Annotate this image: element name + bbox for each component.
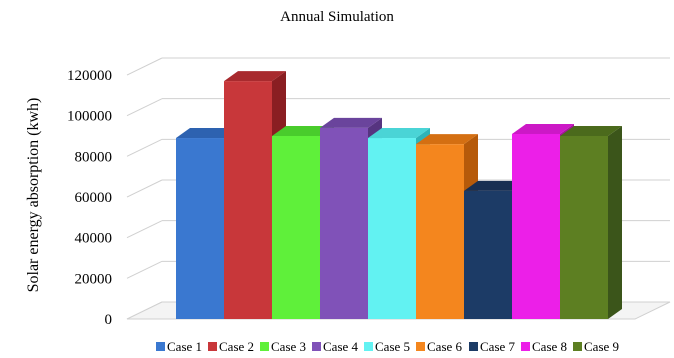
legend-label: Case 3 (271, 339, 306, 354)
legend-label: Case 7 (480, 339, 516, 354)
bar-top (176, 128, 238, 139)
bar-front (272, 136, 320, 319)
bar-top (320, 117, 382, 128)
y-tick-label: 120000 (67, 68, 112, 84)
y-tick-label: 20000 (75, 271, 113, 287)
y-axis-label: Solar energy absorption (kwh) (25, 98, 42, 293)
bar-top (512, 123, 574, 134)
bar-top (368, 128, 430, 139)
bars (176, 71, 622, 319)
legend-swatch (364, 342, 373, 351)
bar-side (608, 126, 622, 319)
legend-label: Case 6 (427, 339, 463, 354)
legend-label: Case 5 (375, 339, 410, 354)
bar-front (560, 136, 608, 319)
legend-item: Case 9 (573, 339, 619, 354)
y-tick-label: 100000 (67, 109, 112, 125)
legend-swatch (208, 342, 217, 351)
bar-front (368, 138, 416, 319)
legend-item: Case 7 (469, 339, 516, 354)
bar-front (416, 144, 464, 319)
bar-top (464, 180, 526, 191)
bar-top (560, 126, 622, 136)
bar (560, 126, 622, 319)
bar-front (464, 190, 512, 319)
y-tick-label: 0 (105, 312, 113, 328)
legend-swatch (416, 342, 425, 351)
legend-label: Case 9 (584, 339, 619, 354)
bar-front (512, 133, 560, 319)
legend-swatch (521, 342, 530, 351)
legend-label: Case 1 (167, 339, 202, 354)
legend-swatch (312, 342, 321, 351)
legend-item: Case 8 (521, 339, 567, 354)
legend-swatch (573, 342, 582, 351)
legend: Case 1 Case 2 Case 3 Case 4 Case 5 Case 6 Case… (156, 339, 619, 354)
chart-title: Annual Simulation (280, 9, 394, 25)
legend-item: Case 5 (364, 339, 410, 354)
legend-swatch (469, 342, 478, 351)
gridline-slant (126, 179, 163, 198)
bar-front (320, 127, 368, 319)
legend-swatch (156, 342, 165, 351)
gridline-slant (126, 57, 163, 76)
bar-top (416, 134, 478, 145)
legend-label: Case 2 (219, 339, 254, 354)
y-tick-label: 40000 (75, 231, 113, 247)
legend-item: Case 1 (156, 339, 202, 354)
y-tick-label: 80000 (75, 149, 113, 165)
bar-front (176, 138, 224, 319)
bar-top (272, 126, 334, 136)
legend-item: Case 4 (312, 339, 359, 354)
y-tick-label: 60000 (75, 190, 113, 206)
gridline-slant (126, 138, 163, 157)
legend-label: Case 8 (532, 339, 567, 354)
legend-item: Case 3 (260, 339, 306, 354)
bar-top (224, 71, 286, 82)
legend-item: Case 2 (208, 339, 254, 354)
legend-label: Case 4 (323, 339, 359, 354)
bar-front (224, 81, 272, 319)
gridline-slant (126, 220, 163, 239)
gridline-slant (126, 98, 163, 117)
gridline-slant (126, 260, 163, 279)
legend-item: Case 6 (416, 339, 463, 354)
y-axis-ticks: 0 20000 40000 60000 80000 100000 120000 (67, 68, 112, 328)
legend-swatch (260, 342, 269, 351)
